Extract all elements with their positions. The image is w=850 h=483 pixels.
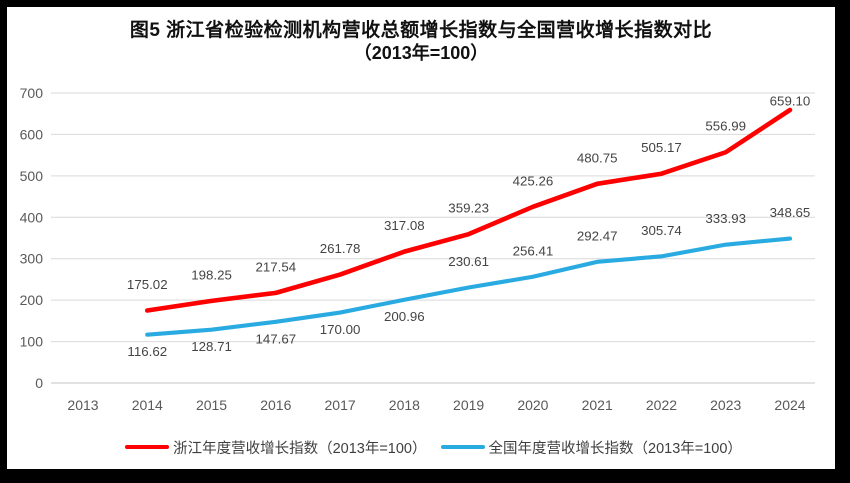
data-label: 333.93 <box>705 211 746 226</box>
data-label: 425.26 <box>513 173 554 188</box>
chart-title-line2: （2013年=100） <box>353 43 489 63</box>
y-tick-label: 0 <box>35 375 43 391</box>
x-tick-label: 2024 <box>774 397 805 413</box>
series-line-0 <box>144 107 793 313</box>
series-line-1 <box>145 236 793 337</box>
data-label: 317.08 <box>384 218 425 233</box>
y-tick-label: 400 <box>20 209 44 225</box>
x-tick-label: 2017 <box>325 397 356 413</box>
data-label: 305.74 <box>641 223 682 238</box>
y-tick-label: 600 <box>20 126 44 142</box>
y-tick-label: 200 <box>20 292 44 308</box>
legend-item-national: 全国年度营收增长指数（2013年=100） <box>440 437 742 458</box>
data-label: 175.02 <box>127 277 168 292</box>
data-label: 230.61 <box>448 254 489 269</box>
data-label: 659.10 <box>770 94 811 109</box>
x-tick-label: 2020 <box>517 397 548 413</box>
x-tick-label: 2019 <box>453 397 484 413</box>
y-tick-label: 500 <box>20 168 44 184</box>
y-tick-label: 100 <box>20 334 44 350</box>
legend-label-zhejiang: 浙江年度营收增长指数（2013年=100） <box>173 440 427 457</box>
legend-line-swatch-blue <box>440 444 485 450</box>
x-tick-label: 2018 <box>389 397 420 413</box>
legend-item-zhejiang: 浙江年度营收增长指数（2013年=100） <box>125 437 427 458</box>
y-tick-label: 300 <box>20 251 44 267</box>
data-label: 147.67 <box>255 331 296 346</box>
data-label: 348.65 <box>770 205 811 220</box>
legend-label-national: 全国年度营收增长指数（2013年=100） <box>488 440 742 457</box>
x-tick-label: 2015 <box>196 397 227 413</box>
line-chart-plot: 0 100 200 300 400 500 600 700 2013 2014 2015 2016 20… <box>20 85 815 413</box>
x-tick-label: 2022 <box>646 397 677 413</box>
chart-title-line1: 图5 浙江省检验检测机构营收总额增长指数与全国营收增长指数对比 <box>129 20 713 41</box>
data-label: 200.96 <box>384 309 425 324</box>
data-label: 480.75 <box>577 150 618 165</box>
data-label: 116.62 <box>127 344 167 359</box>
chart-legend: 浙江年度营收增长指数（2013年=100） 全国年度营收增长指数（2013年=1… <box>52 437 815 457</box>
data-label: 170.00 <box>320 322 361 337</box>
data-label: 556.99 <box>705 119 746 134</box>
y-tick-label: 700 <box>20 85 44 101</box>
x-tick-label: 2021 <box>582 397 613 413</box>
chart-figure: 图5 浙江省检验检测机构营收总额增长指数与全国营收增长指数对比 （2013年=1… <box>7 7 835 469</box>
x-tick-label: 2023 <box>710 397 741 413</box>
x-tick-label: 2016 <box>260 397 291 413</box>
data-label: 359.23 <box>448 201 489 216</box>
data-label: 217.54 <box>255 259 296 274</box>
data-label: 256.41 <box>513 243 554 258</box>
x-tick-label: 2013 <box>67 397 98 413</box>
legend-line-swatch-red <box>125 444 170 450</box>
data-label: 128.71 <box>191 339 232 354</box>
data-label: 198.25 <box>191 267 232 282</box>
x-tick-label: 2014 <box>132 397 163 413</box>
data-label: 505.17 <box>641 140 682 155</box>
data-label: 292.47 <box>577 228 618 243</box>
chart-title: 图5 浙江省检验检测机构营收总额增长指数与全国营收增长指数对比 （2013年=1… <box>7 20 835 64</box>
data-label: 261.78 <box>320 241 361 256</box>
